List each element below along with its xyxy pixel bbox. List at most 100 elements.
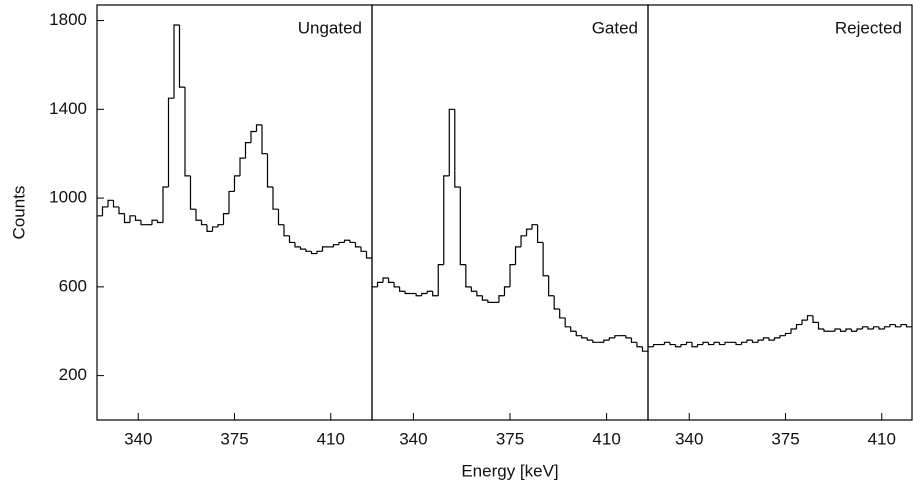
histogram-step bbox=[790, 328, 797, 334]
histogram-step bbox=[707, 342, 714, 346]
histogram-step bbox=[421, 292, 428, 296]
histogram-step bbox=[173, 24, 180, 99]
histogram-step bbox=[443, 175, 450, 265]
histogram-step bbox=[376, 281, 384, 287]
x-tick-label: 375 bbox=[220, 429, 248, 448]
panel-frame bbox=[371, 4, 649, 421]
histogram-step bbox=[382, 277, 389, 283]
histogram-step bbox=[107, 199, 114, 207]
histogram-step bbox=[867, 326, 874, 330]
histogram-step bbox=[680, 343, 687, 347]
panel-frame bbox=[96, 4, 373, 421]
histogram-step bbox=[305, 249, 312, 252]
histogram-step bbox=[272, 186, 279, 210]
histogram-step bbox=[762, 337, 769, 341]
histogram-step bbox=[470, 286, 477, 292]
histogram-step bbox=[845, 328, 852, 332]
histogram-step bbox=[503, 286, 510, 296]
histogram-step bbox=[850, 329, 857, 332]
histogram-step bbox=[338, 241, 345, 245]
x-tick-label: 340 bbox=[675, 429, 703, 448]
histogram-step bbox=[564, 317, 571, 328]
histogram-step bbox=[310, 251, 317, 255]
histogram-step bbox=[167, 97, 174, 187]
histogram-step bbox=[189, 175, 196, 210]
x-axis-label: Energy [keV] bbox=[461, 461, 558, 480]
histogram-step bbox=[415, 293, 422, 297]
histogram-step bbox=[299, 246, 306, 250]
histogram-step bbox=[531, 224, 538, 230]
histogram-step bbox=[801, 319, 808, 325]
histogram-step bbox=[740, 341, 747, 345]
histogram-step bbox=[641, 346, 648, 352]
histogram-step bbox=[288, 235, 295, 244]
x-tick-label: 410 bbox=[317, 429, 345, 448]
histogram-step bbox=[487, 300, 494, 303]
histogram-step bbox=[817, 322, 824, 330]
x-tick-label: 340 bbox=[399, 429, 427, 448]
histogram-step bbox=[900, 323, 907, 327]
y-tick-label: 1000 bbox=[49, 188, 87, 207]
y-tick-label: 1800 bbox=[49, 10, 87, 29]
x-tick-label: 410 bbox=[592, 429, 620, 448]
panel-title: Gated bbox=[592, 18, 638, 37]
histogram-step bbox=[454, 109, 461, 188]
histogram-step bbox=[735, 342, 742, 346]
histogram-step bbox=[746, 339, 753, 343]
histogram-step bbox=[603, 339, 610, 343]
histogram-step bbox=[498, 295, 505, 303]
histogram-step bbox=[570, 326, 577, 332]
histogram-step bbox=[586, 337, 593, 341]
histogram-step bbox=[636, 342, 643, 348]
histogram-step bbox=[151, 219, 158, 225]
histogram-step bbox=[614, 335, 621, 338]
panel-title: Ungated bbox=[298, 18, 362, 37]
histogram-step bbox=[481, 295, 488, 301]
panel-frame bbox=[647, 4, 913, 421]
histogram-step bbox=[162, 186, 169, 223]
histogram-step bbox=[696, 343, 703, 347]
x-tick-label: 410 bbox=[868, 429, 896, 448]
histogram-step bbox=[140, 220, 147, 226]
histogram-step bbox=[883, 326, 890, 330]
histogram-step bbox=[195, 209, 202, 221]
panel-title: Rejected bbox=[835, 18, 902, 37]
histogram-step bbox=[476, 291, 483, 297]
histogram-step bbox=[432, 291, 439, 297]
histogram-step bbox=[757, 339, 764, 343]
histogram-step bbox=[294, 242, 301, 248]
y-axis-label: Counts bbox=[9, 186, 28, 240]
histogram-step bbox=[101, 206, 108, 216]
histogram-step bbox=[509, 264, 516, 287]
histogram-step bbox=[184, 87, 191, 177]
histogram-step bbox=[592, 340, 599, 343]
histogram-step bbox=[812, 315, 819, 323]
histogram-step bbox=[261, 124, 268, 155]
histogram-step bbox=[365, 251, 372, 259]
histogram-step bbox=[200, 220, 207, 226]
histogram-step bbox=[520, 235, 527, 247]
histogram-step bbox=[255, 124, 262, 132]
histogram-step bbox=[233, 175, 240, 192]
y-tick-label: 600 bbox=[59, 276, 87, 295]
histogram-step bbox=[426, 290, 433, 294]
histogram-step bbox=[393, 282, 400, 288]
histogram-step bbox=[575, 331, 582, 337]
histogram-step bbox=[514, 246, 522, 265]
histogram-step bbox=[691, 342, 698, 348]
histogram-step bbox=[465, 264, 472, 288]
histogram-step bbox=[823, 329, 830, 332]
histogram-step bbox=[905, 324, 912, 328]
histogram-step bbox=[206, 224, 213, 232]
histogram-step bbox=[250, 130, 257, 143]
histogram-step bbox=[360, 246, 367, 252]
x-tick-label: 375 bbox=[496, 429, 524, 448]
histogram-step bbox=[608, 337, 615, 341]
histogram-step bbox=[354, 242, 361, 248]
histogram-step bbox=[459, 186, 466, 266]
histogram-step bbox=[321, 246, 328, 252]
histogram-step bbox=[156, 220, 163, 224]
histogram-step bbox=[178, 24, 185, 88]
